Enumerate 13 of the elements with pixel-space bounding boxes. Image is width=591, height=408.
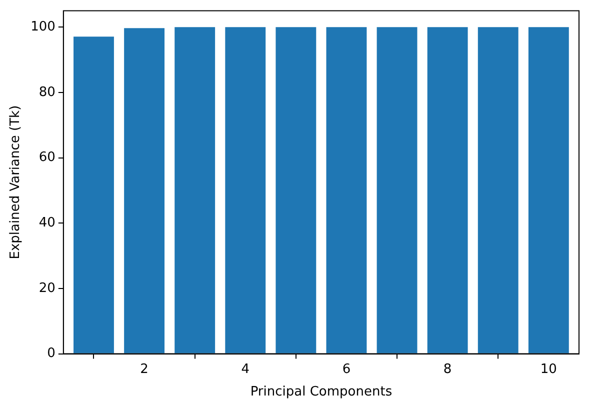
x-tick-label: 4 — [241, 362, 250, 377]
x-tick-label: 8 — [443, 362, 452, 377]
y-tick-label: 20 — [38, 280, 56, 296]
y-tick-label: 60 — [38, 150, 56, 166]
y-tick-label: 0 — [47, 346, 56, 362]
x-tick-label: 10 — [540, 362, 557, 377]
y-tick-label: 100 — [30, 20, 56, 35]
x-axis-title: Principal Components — [250, 384, 392, 400]
x-tick-label: 2 — [140, 362, 148, 377]
x-tick-label: 6 — [342, 362, 351, 377]
y-axis-title: Explained Variance (Tk) — [8, 105, 24, 260]
y-tick-label: 40 — [38, 216, 56, 231]
y-tick-label: 80 — [38, 84, 56, 100]
